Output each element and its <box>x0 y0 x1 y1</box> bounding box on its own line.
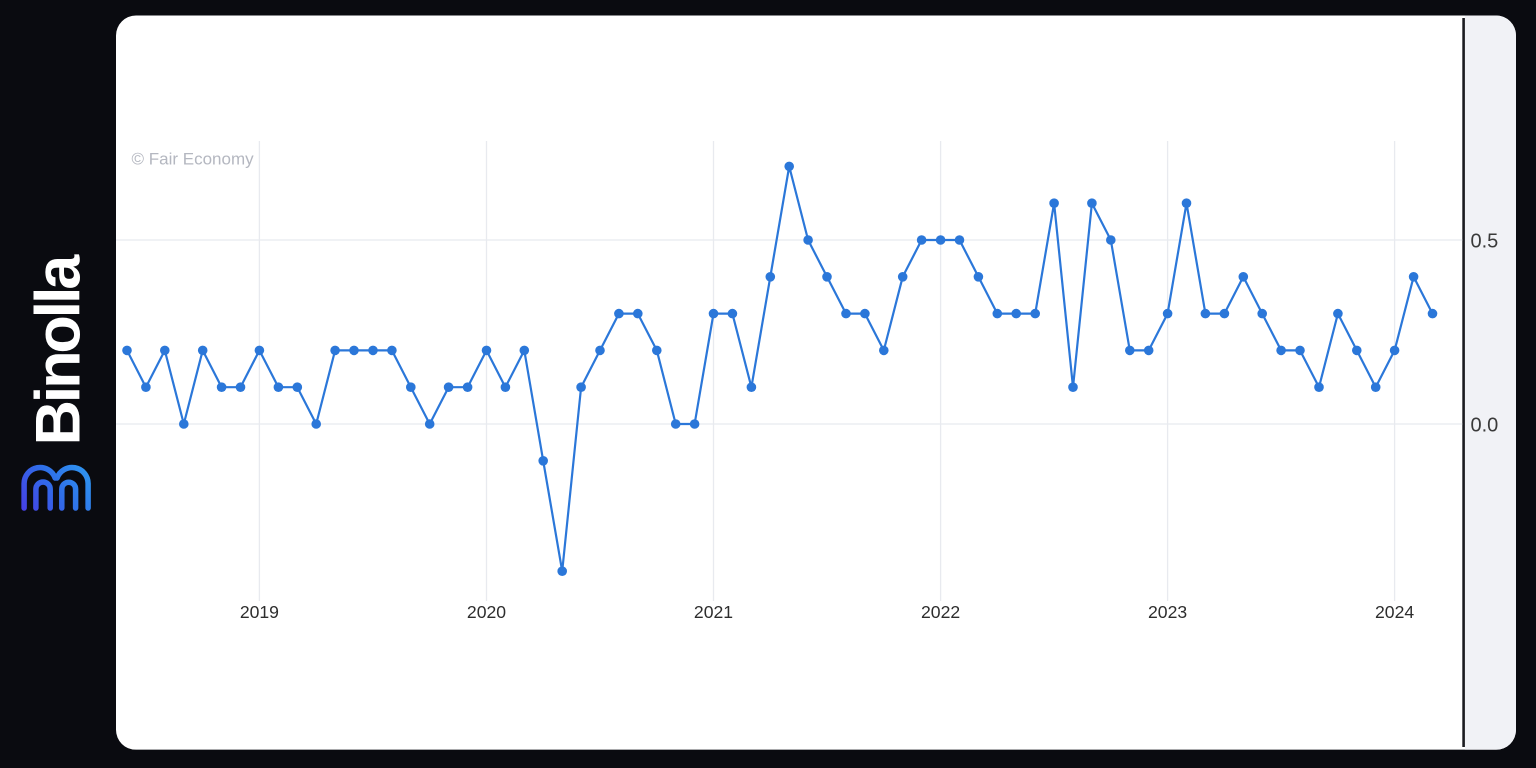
svg-text:© Fair Economy: © Fair Economy <box>132 150 255 169</box>
svg-text:2023: 2023 <box>1148 602 1187 622</box>
svg-text:0.5: 0.5 <box>1471 231 1499 253</box>
svg-text:2024: 2024 <box>1375 602 1414 622</box>
svg-text:2022: 2022 <box>921 602 960 622</box>
svg-text:Binolla: Binolla <box>24 254 94 446</box>
svg-text:2021: 2021 <box>694 602 733 622</box>
svg-text:0.0: 0.0 <box>1471 415 1499 437</box>
svg-text:2020: 2020 <box>467 602 506 622</box>
svg-text:2019: 2019 <box>240 602 279 622</box>
